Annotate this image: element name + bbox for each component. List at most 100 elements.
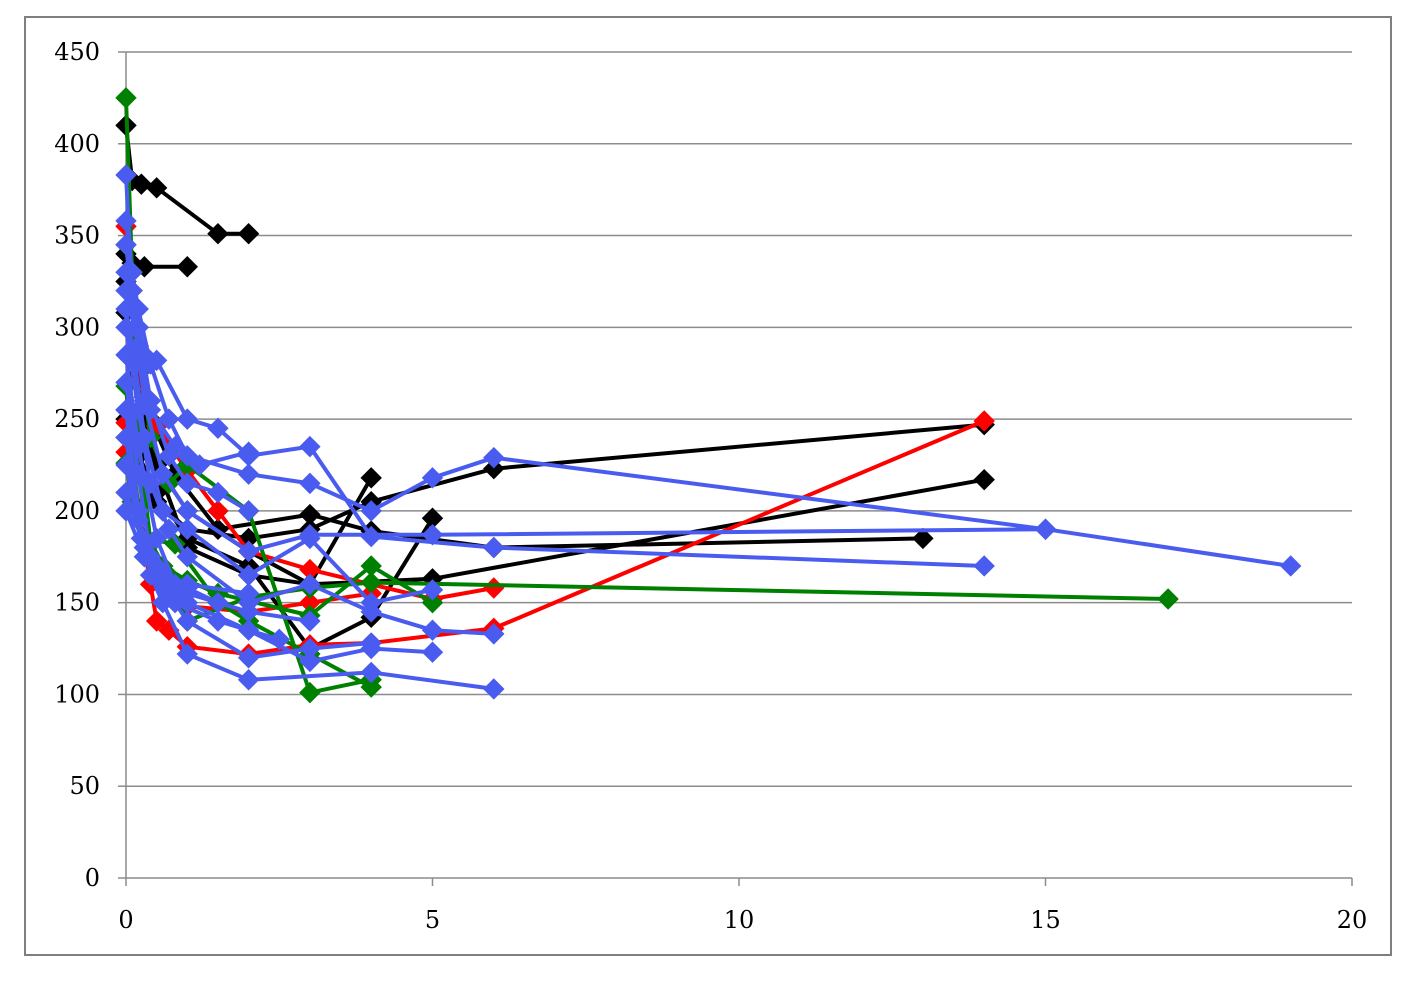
data-point-marker <box>483 457 505 480</box>
series-26 <box>115 500 229 614</box>
data-point-marker <box>152 573 174 596</box>
data-point-marker <box>360 500 382 522</box>
x-tick-label: 5 <box>425 906 440 934</box>
data-point-marker <box>176 472 199 495</box>
data-point-marker <box>360 632 382 654</box>
data-point-marker <box>176 518 199 540</box>
data-point-marker <box>237 441 260 463</box>
series-1 <box>115 114 260 245</box>
gridlines <box>126 51 1352 787</box>
data-point-marker <box>299 435 321 458</box>
y-tick-label: 350 <box>54 222 100 250</box>
data-point-marker <box>360 676 382 698</box>
data-point-marker <box>207 591 229 614</box>
data-point-marker <box>483 536 505 559</box>
y-tick-label: 0 <box>85 864 100 892</box>
data-point-marker <box>127 334 149 357</box>
x-tick-label: 20 <box>1337 906 1368 934</box>
data-point-marker <box>360 467 382 489</box>
data-point-marker <box>237 463 260 485</box>
tick-labels: 0 50 100 150 200 250 300 350 400 450 0 5 10 15 20 <box>54 38 1367 934</box>
data-point-marker <box>115 344 137 366</box>
data-point-marker <box>115 454 137 476</box>
data-point-marker <box>299 637 321 660</box>
data-point-marker <box>421 467 444 489</box>
data-point-marker <box>973 468 995 491</box>
data-point-marker <box>176 256 199 278</box>
data-point-marker <box>207 481 229 504</box>
series-4 <box>115 301 934 559</box>
data-point-marker <box>268 628 290 651</box>
data-point-marker <box>152 463 174 485</box>
data-point-marker <box>912 527 934 550</box>
data-point-marker <box>145 610 168 632</box>
data-point-marker <box>207 223 229 245</box>
data-point-marker <box>1279 555 1302 577</box>
data-point-marker <box>164 591 186 614</box>
data-point-marker <box>1157 588 1179 610</box>
data-point-marker <box>115 371 137 394</box>
data-point-marker <box>237 500 260 522</box>
data-point-marker <box>483 446 505 469</box>
y-tick-label: 100 <box>54 680 100 708</box>
data-point-marker <box>421 641 444 663</box>
series-16 <box>115 210 1302 577</box>
data-point-marker <box>115 164 137 186</box>
data-point-marker <box>973 555 995 577</box>
data-point-marker <box>237 223 260 245</box>
data-point-marker <box>145 177 168 199</box>
data-point-marker <box>176 577 199 599</box>
data-point-marker <box>299 527 321 550</box>
series-28 <box>115 279 260 476</box>
data-point-marker <box>360 661 382 684</box>
data-point-marker <box>176 546 199 568</box>
data-point-marker <box>1034 518 1057 540</box>
data-point-marker <box>299 472 321 495</box>
data-point-marker <box>421 579 444 601</box>
series-layer <box>115 87 1302 704</box>
data-point-marker <box>115 426 137 449</box>
data-point-marker <box>360 601 382 623</box>
data-point-marker <box>207 500 229 522</box>
data-point-marker <box>299 573 321 596</box>
data-point-marker <box>237 669 260 691</box>
x-tick-label: 0 <box>118 906 133 934</box>
data-point-marker <box>207 417 229 439</box>
data-point-marker <box>176 610 199 632</box>
data-point-marker <box>164 435 186 458</box>
data-point-marker <box>207 610 229 632</box>
y-tick-label: 450 <box>54 38 100 66</box>
axes <box>118 51 1353 886</box>
data-point-marker <box>421 619 444 641</box>
data-point-marker <box>176 408 199 430</box>
data-point-marker <box>360 555 382 577</box>
data-point-marker <box>115 234 137 256</box>
data-point-marker <box>237 647 260 669</box>
data-point-marker <box>158 408 180 430</box>
data-point-marker <box>176 643 199 665</box>
data-point-marker <box>483 678 505 700</box>
data-point-marker <box>421 524 444 546</box>
data-point-marker <box>130 173 153 195</box>
y-tick-label: 50 <box>69 772 100 800</box>
x-tick-label: 10 <box>724 906 755 934</box>
data-point-marker <box>973 410 995 432</box>
data-point-marker <box>158 518 180 540</box>
y-tick-label: 200 <box>54 497 100 525</box>
y-tick-label: 300 <box>54 313 100 341</box>
y-tick-label: 250 <box>54 405 100 433</box>
data-point-marker <box>145 527 168 550</box>
data-point-marker <box>115 87 137 109</box>
y-tick-label: 150 <box>54 589 100 617</box>
data-point-marker <box>115 210 137 232</box>
data-point-marker <box>139 399 162 421</box>
x-tick-label: 15 <box>1030 906 1061 934</box>
data-point-marker <box>115 279 137 302</box>
data-point-marker <box>421 591 444 614</box>
data-point-marker <box>299 681 321 704</box>
data-point-marker <box>299 610 321 632</box>
data-point-marker <box>299 650 321 673</box>
data-point-marker <box>237 540 260 562</box>
data-point-marker <box>188 454 211 476</box>
